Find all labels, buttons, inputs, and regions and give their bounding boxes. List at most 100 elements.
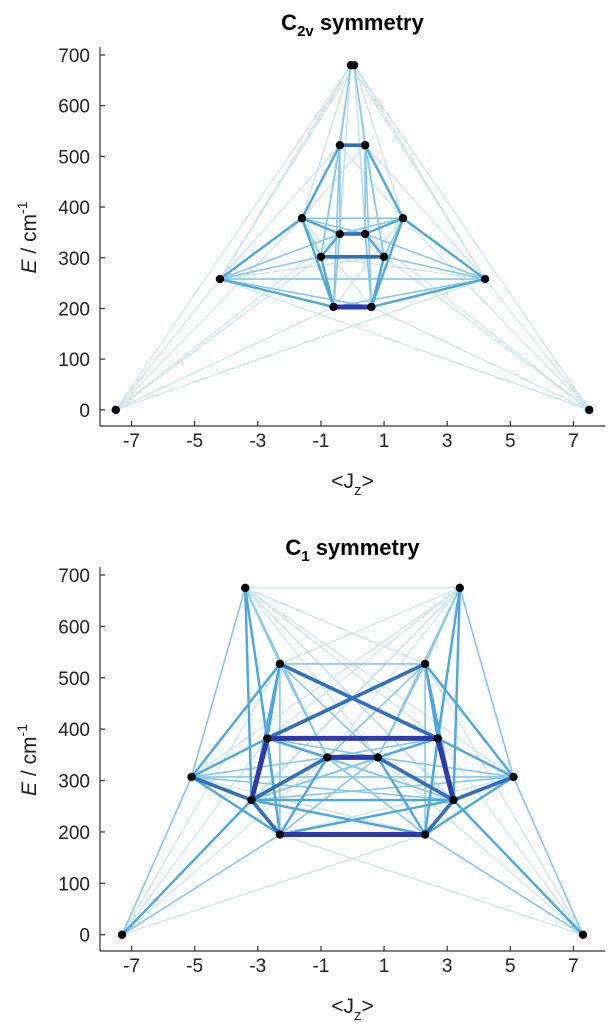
y-axis-label: E / cm-1 <box>14 201 41 273</box>
y-tick-label: 100 <box>58 874 90 895</box>
x-tick-label: -5 <box>186 431 203 452</box>
transition-line <box>435 735 456 803</box>
transition-line <box>364 233 590 411</box>
energy-level-point <box>379 252 389 261</box>
y-axis-label-symbol: E <box>18 258 41 273</box>
x-tick-label: 5 <box>505 956 516 977</box>
transition-line <box>266 737 329 759</box>
energy-level-point <box>215 274 225 284</box>
transition-line <box>250 798 427 836</box>
y-axis-label-unit: / cm <box>18 736 41 782</box>
transition-line <box>115 64 352 411</box>
transition-line <box>424 663 584 936</box>
transition-line <box>218 277 335 309</box>
x-tick-label: 1 <box>379 956 390 977</box>
energy-level-point <box>263 734 272 743</box>
transition-line <box>353 64 404 219</box>
y-tick-label: 200 <box>58 299 90 320</box>
x-tick-label: -3 <box>249 956 266 977</box>
transition-line <box>121 663 281 936</box>
energy-level-point <box>335 229 345 239</box>
chart-title-rest: symmetry <box>314 10 425 35</box>
x-tick-label: 5 <box>505 431 516 452</box>
transition-line <box>436 586 462 740</box>
transition-line <box>326 756 426 836</box>
transition-line <box>363 144 405 220</box>
transition-line <box>326 737 439 759</box>
x-axis-label-main: <J <box>331 470 354 493</box>
transition-line <box>370 306 590 411</box>
transition-line <box>120 798 253 936</box>
transition-line <box>115 217 303 411</box>
energy-level-point <box>433 734 442 743</box>
transition-line <box>376 737 439 759</box>
energy-level-point <box>360 229 370 239</box>
transition-line <box>319 255 335 309</box>
energy-level-point <box>420 659 430 669</box>
y-tick-label: 600 <box>58 97 90 118</box>
y-tick-label: 200 <box>58 823 90 844</box>
transition-line <box>459 587 515 778</box>
transition-line <box>370 255 386 309</box>
energy-level-point <box>275 830 285 839</box>
energy-level-point <box>360 141 370 150</box>
transition-line <box>219 233 341 280</box>
y-tick-label: 600 <box>58 617 90 638</box>
transition-line <box>250 776 515 801</box>
energy-levels <box>117 583 588 939</box>
transition-line <box>121 776 193 936</box>
x-axis-label: <Jz> <box>331 995 374 1024</box>
energy-level-point <box>509 772 518 782</box>
transition-line <box>423 662 515 779</box>
transition-line <box>451 775 516 802</box>
transition-line <box>265 662 427 741</box>
x-tick-label: -1 <box>312 956 329 977</box>
transition-line <box>332 233 341 308</box>
x-tick-label: -5 <box>186 956 203 977</box>
transition-line <box>375 755 456 802</box>
transition-line <box>191 776 426 836</box>
transition-line <box>190 776 455 801</box>
energy-level-point <box>349 60 359 70</box>
transition-line <box>279 663 329 759</box>
transition-line <box>121 833 281 936</box>
transition-line <box>279 834 584 936</box>
transition-line <box>278 756 329 836</box>
energy-level-point <box>275 659 285 669</box>
transition-line <box>300 217 342 236</box>
transition-line <box>219 255 322 280</box>
transition-line <box>512 776 584 936</box>
energy-level-point <box>455 583 465 593</box>
transition-line <box>190 775 282 836</box>
transition-line <box>249 735 270 803</box>
transition-line <box>278 798 455 836</box>
energy-level-point <box>398 214 408 223</box>
energy-level-point <box>187 772 196 782</box>
energy-level-point <box>247 795 256 805</box>
y-axis-label-superscript: -1 <box>14 724 30 737</box>
transition-line <box>353 64 366 147</box>
transition-line <box>320 256 486 280</box>
transition-line <box>249 755 330 802</box>
transition-lines <box>115 64 590 411</box>
transition-line <box>243 586 269 740</box>
transition-line <box>115 278 486 411</box>
transition-line <box>376 663 426 759</box>
transition-line <box>121 756 328 936</box>
transition-line <box>377 756 584 936</box>
transition-line <box>452 798 585 936</box>
energy-level-point <box>373 753 382 762</box>
chart-title-subscript: 2v <box>297 23 314 40</box>
transition-line <box>339 217 404 235</box>
y-tick-label: 0 <box>79 926 90 947</box>
transition-line <box>279 776 514 836</box>
y-axis-label-superscript: -1 <box>14 201 30 214</box>
x-tick-label: -7 <box>123 431 140 452</box>
transition-line <box>319 232 342 258</box>
transition-line <box>320 144 341 258</box>
transition-line <box>437 737 584 936</box>
energy-level-point <box>480 274 490 284</box>
transition-line <box>376 756 427 836</box>
y-tick-label: 400 <box>58 198 90 219</box>
